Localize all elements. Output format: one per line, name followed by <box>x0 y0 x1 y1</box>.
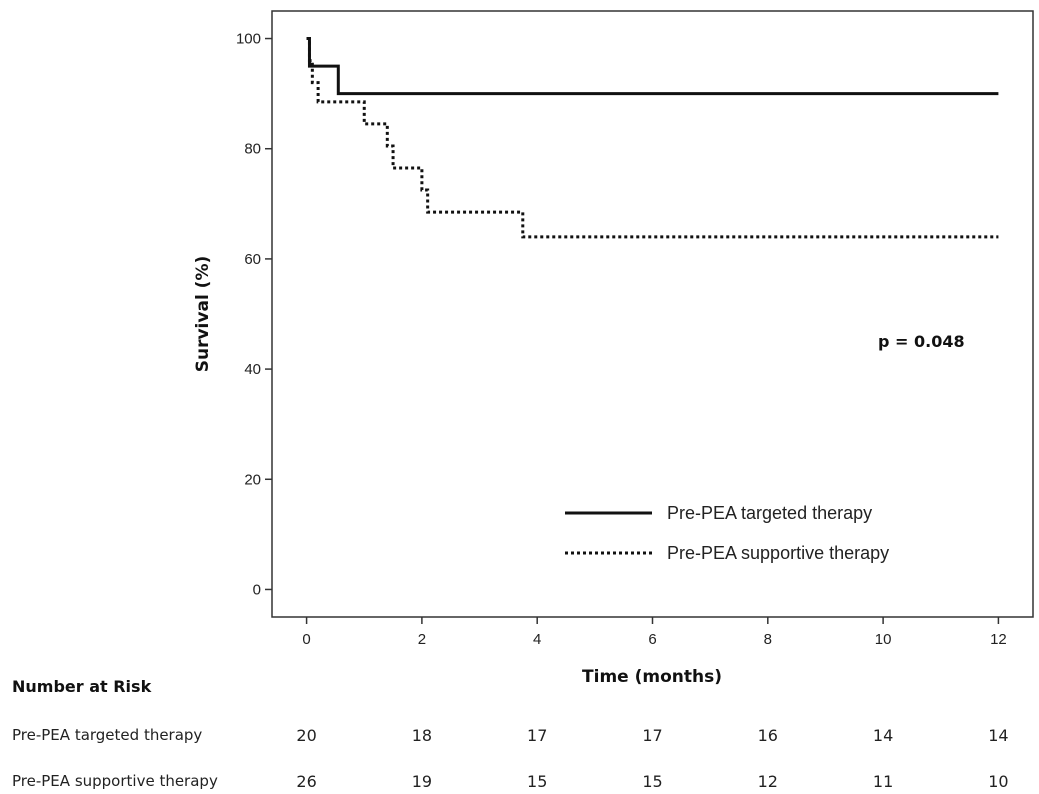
y-tick-label: 20 <box>244 471 261 488</box>
legend-label-targeted: Pre-PEA targeted therapy <box>667 503 872 523</box>
risk-value: 16 <box>758 726 778 745</box>
p-value-annotation: p = 0.048 <box>878 332 965 351</box>
x-tick-label: 2 <box>418 631 426 648</box>
x-tick-label: 12 <box>990 631 1007 648</box>
risk-value: 18 <box>412 726 432 745</box>
risk-value: 26 <box>296 772 316 791</box>
risk-value: 19 <box>412 772 432 791</box>
risk-table: Number at Risk Pre-PEA targeted therapy … <box>12 677 1009 791</box>
risk-value: 12 <box>758 772 778 791</box>
y-tick-label: 100 <box>236 31 261 48</box>
risk-value: 15 <box>642 772 662 791</box>
y-axis-title: Survival (%) <box>193 256 213 373</box>
x-tick-label: 0 <box>302 631 310 648</box>
y-tick-label: 60 <box>244 251 261 268</box>
x-tick-label: 4 <box>533 631 541 648</box>
x-tick-label: 10 <box>875 631 892 648</box>
y-tick-label: 80 <box>244 141 261 158</box>
plot-frame <box>271 10 1034 618</box>
legend: Pre-PEA targeted therapy Pre-PEA support… <box>565 503 889 563</box>
x-tick-label: 6 <box>648 631 656 648</box>
y-tick-label: 0 <box>253 581 261 598</box>
risk-value: 17 <box>642 726 662 745</box>
risk-row-label-targeted: Pre-PEA targeted therapy <box>12 726 202 744</box>
risk-row-label-supportive: Pre-PEA supportive therapy <box>12 772 218 790</box>
curve-targeted-therapy <box>306 37 999 96</box>
y-tick-label: 40 <box>244 361 261 378</box>
risk-table-title: Number at Risk <box>12 677 152 696</box>
curve-supportive-therapy <box>306 37 999 239</box>
risk-table-values: 20 18 17 17 16 14 14 26 19 15 15 12 11 10 <box>296 726 1008 791</box>
risk-value: 10 <box>988 772 1008 791</box>
risk-value: 15 <box>527 772 547 791</box>
legend-label-supportive: Pre-PEA supportive therapy <box>667 543 889 563</box>
risk-value: 14 <box>873 726 893 745</box>
risk-value: 20 <box>296 726 316 745</box>
risk-value: 17 <box>527 726 547 745</box>
survival-curves <box>306 37 999 239</box>
y-axis-ticks: 0 20 40 60 80 100 <box>236 31 272 598</box>
x-axis-ticks: 0 2 4 6 8 10 12 <box>302 617 1007 648</box>
x-axis-title: Time (months) <box>582 667 722 687</box>
risk-value: 14 <box>988 726 1008 745</box>
x-tick-label: 8 <box>764 631 772 648</box>
risk-value: 11 <box>873 772 893 791</box>
